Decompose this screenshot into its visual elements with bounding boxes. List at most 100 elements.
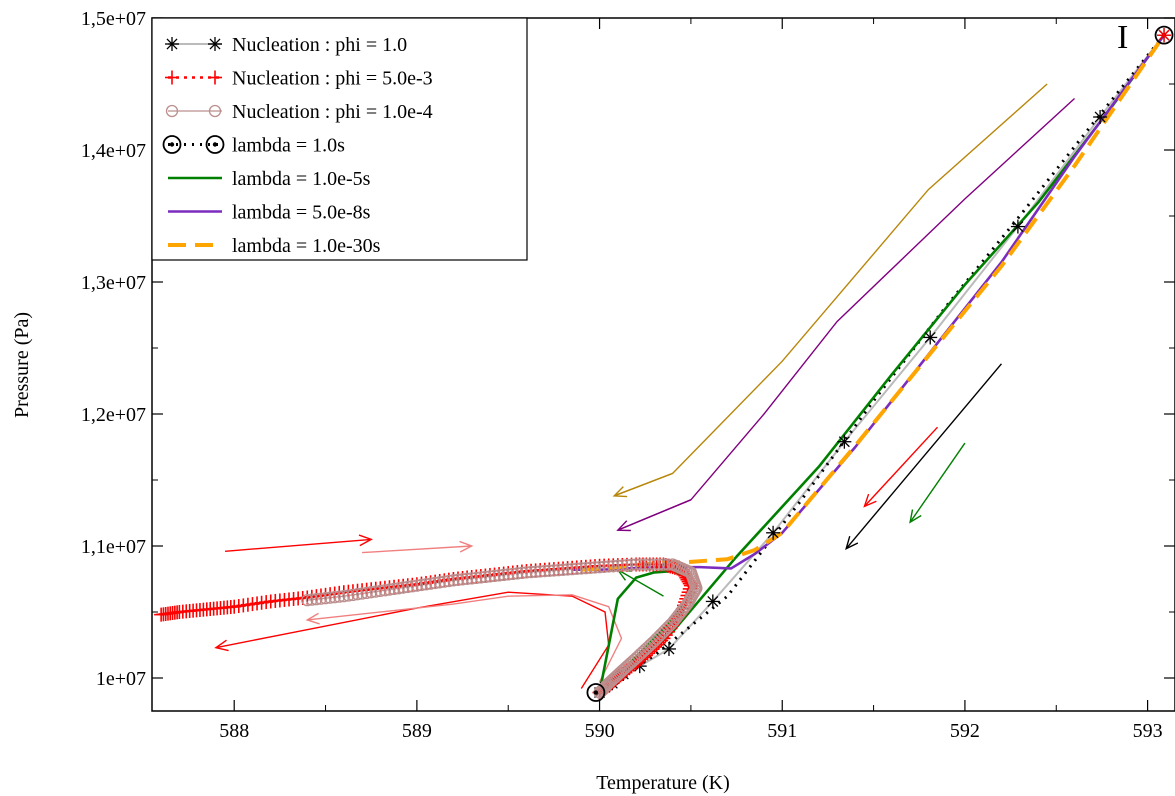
data-point — [328, 591, 341, 604]
data-point — [365, 586, 378, 599]
data-point — [661, 621, 675, 634]
legend-label: lambda = 1.0e-5s — [232, 168, 371, 190]
data-point — [602, 560, 615, 573]
y-tick-label: 1e+07 — [96, 668, 146, 690]
data-point — [705, 594, 720, 609]
legend-entry: lambda = 1.0e-5s — [168, 168, 371, 190]
data-point — [923, 330, 938, 345]
point-annotation-label: I — [1117, 19, 1128, 56]
legend: Nucleation : phi = 1.0 Nucleation : phi =… — [151, 17, 528, 261]
legend-marker — [165, 104, 179, 118]
data-point — [337, 590, 350, 603]
data-point — [659, 623, 672, 636]
data-point — [470, 571, 483, 584]
series-line — [572, 34, 1166, 572]
data-point — [643, 639, 656, 652]
data-point — [538, 564, 551, 578]
y-tick-label: 1,3e+07 — [81, 272, 146, 294]
x-tick-label: 590 — [585, 720, 615, 742]
data-point — [378, 584, 392, 597]
legend-label: Nucleation : phi = 1.0e-4 — [232, 101, 433, 123]
direction-arrow-shaft — [617, 499, 692, 531]
data-point — [369, 585, 382, 598]
y-tick-label: 1,1e+07 — [81, 536, 146, 558]
data-point — [474, 571, 487, 584]
data-point — [652, 630, 666, 643]
data-point — [333, 590, 346, 603]
data-point — [643, 558, 656, 571]
guide-curve — [453, 594, 623, 683]
data-point — [301, 593, 314, 607]
data-point — [515, 566, 529, 580]
data-point — [355, 587, 369, 600]
data-point — [447, 574, 460, 587]
y-tick-label: 1,2e+07 — [81, 404, 146, 426]
direction-arrow-shaft — [909, 442, 966, 523]
data-point — [401, 580, 414, 594]
data-point — [406, 580, 419, 593]
direction-arrow-shaft — [617, 569, 664, 597]
data-point — [650, 632, 663, 645]
data-point — [351, 588, 364, 601]
data-point — [556, 563, 570, 576]
legend-label: Nucleation : phi = 1.0 — [232, 34, 407, 56]
legend-entry: Nucleation : phi = 1.0 — [165, 34, 407, 56]
data-point — [488, 569, 501, 583]
data-point — [620, 558, 634, 572]
data-point — [668, 614, 681, 627]
guide-curve — [416, 591, 610, 689]
legend-entry: Nucleation : phi = 1.0e-4 — [165, 101, 433, 123]
data-point — [584, 561, 597, 574]
data-point — [442, 574, 456, 588]
data-point — [766, 525, 781, 540]
series-line — [595, 34, 1166, 694]
direction-arrow-head — [459, 540, 474, 553]
direction-arrow-shaft — [863, 426, 939, 507]
data-point — [648, 634, 661, 648]
data-point — [383, 583, 396, 596]
data-point — [387, 582, 401, 596]
x-tick-label: 589 — [402, 720, 432, 742]
data-point — [397, 581, 410, 594]
y-tick-label: 1,5e+07 — [81, 8, 146, 30]
data-point — [497, 568, 510, 582]
data-point — [547, 564, 561, 577]
series-line — [307, 563, 697, 693]
x-axis-label: Temperature (K) — [596, 772, 730, 794]
data-point — [588, 561, 602, 574]
legend-marker — [165, 70, 179, 85]
direction-arrow-shaft — [613, 472, 673, 497]
data-point — [465, 572, 478, 585]
data-point — [520, 566, 533, 579]
data-point — [561, 563, 574, 576]
data-point — [492, 569, 506, 582]
x-tick-label: 588 — [219, 720, 249, 742]
y-tick-label: 1,4e+07 — [81, 140, 146, 162]
data-point — [310, 592, 323, 606]
legend-entry: lambda = 1.0s — [162, 135, 345, 157]
legend-label: lambda = 1.0s — [232, 135, 345, 157]
data-point — [433, 576, 446, 589]
legend-entry: lambda = 1.0e-30s — [168, 235, 381, 257]
series-line — [598, 34, 1166, 694]
data-point — [552, 563, 565, 577]
direction-arrow-head — [909, 509, 922, 524]
data-point — [625, 558, 638, 571]
legend-marker — [208, 104, 222, 118]
direction-arrow-shaft — [225, 538, 372, 552]
direction-arrow-head — [863, 493, 877, 508]
data-point — [611, 559, 624, 572]
y-axis-label: Pressure (Pa) — [11, 312, 33, 418]
direction-arrow-head — [358, 534, 373, 547]
data-point — [661, 641, 676, 656]
data-point — [360, 586, 373, 600]
data-point — [502, 568, 515, 581]
x-tick-label: 593 — [1133, 720, 1163, 742]
legend-marker — [162, 135, 182, 154]
data-point — [652, 558, 666, 571]
marker-layer — [154, 25, 1174, 702]
data-point — [424, 577, 437, 590]
direction-arrow-head — [616, 520, 631, 532]
data-point — [570, 562, 583, 575]
data-point — [593, 560, 606, 574]
